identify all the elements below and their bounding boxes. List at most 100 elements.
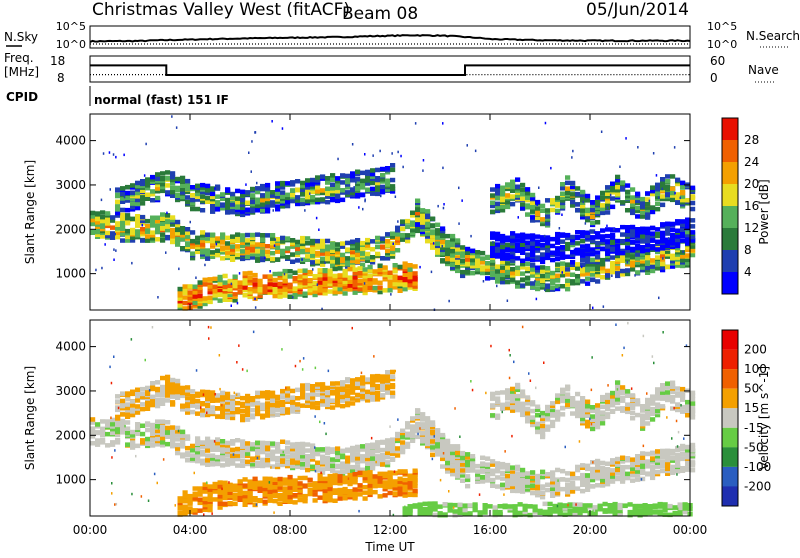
echo-cell (238, 280, 243, 285)
echo-cell (505, 236, 510, 241)
scatter-point (113, 259, 115, 262)
echo-cell (318, 495, 323, 500)
echo-cell (545, 472, 550, 477)
echo-cell (650, 269, 655, 274)
echo-cell (580, 190, 585, 195)
echo-cell (230, 454, 235, 459)
echo-cell (343, 476, 348, 481)
echo-cell (565, 246, 570, 251)
echo-cell (540, 484, 545, 489)
echo-cell (208, 508, 213, 513)
echo-cell (690, 460, 695, 465)
echo-cell (348, 280, 353, 285)
echo-cell (195, 207, 200, 212)
echo-cell (570, 481, 575, 486)
echo-cell (190, 230, 195, 235)
echo-cell (393, 492, 398, 497)
echo-cell (408, 263, 413, 268)
echo-cell (480, 456, 485, 461)
echo-cell (160, 212, 165, 217)
echo-cell (175, 186, 180, 191)
echo-cell (160, 222, 165, 227)
echo-cell (195, 236, 200, 241)
echo-cell (213, 277, 218, 282)
echo-cell (375, 168, 380, 173)
echo-cell (315, 392, 320, 397)
freq-unit-label: [MHz] (4, 65, 39, 79)
echo-cell (223, 280, 228, 285)
echo-cell (333, 499, 338, 504)
echo-cell (340, 453, 345, 458)
echo-cell (260, 198, 265, 203)
echo-cell (230, 448, 235, 453)
echo-cell (145, 224, 150, 229)
echo-cell (285, 460, 290, 465)
echo-cell (250, 187, 255, 192)
echo-cell (180, 404, 185, 409)
echo-cell (218, 275, 223, 280)
echo-cell (223, 481, 228, 486)
echo-cell (320, 382, 325, 387)
echo-cell (165, 170, 170, 175)
echo-cell (248, 271, 253, 276)
echo-cell (198, 486, 203, 491)
echo-cell (130, 445, 135, 450)
echo-cell (185, 392, 190, 397)
echo-cell (365, 462, 370, 467)
echo-cell (275, 462, 280, 467)
echo-cell (625, 232, 630, 237)
echo-cell (390, 391, 395, 396)
echo-cell (505, 280, 510, 285)
echo-cell (620, 232, 625, 237)
echo-cell (360, 444, 365, 449)
echo-cell (440, 464, 445, 469)
echo-cell (200, 194, 205, 199)
echo-cell (305, 182, 310, 187)
echo-cell (368, 274, 373, 279)
echo-cell (160, 419, 165, 424)
echo-cell (253, 289, 258, 294)
scatter-point (393, 243, 395, 246)
echo-cell (220, 245, 225, 250)
echo-cell (435, 449, 440, 454)
scatter-point (103, 152, 105, 155)
echo-cell (145, 238, 150, 243)
echo-cell (255, 198, 260, 203)
echo-cell (655, 458, 660, 463)
echo-cell (420, 416, 425, 421)
echo-cell (515, 238, 520, 243)
echo-cell (250, 456, 255, 461)
scatter-point (282, 127, 284, 130)
echo-cell (235, 401, 240, 406)
scatter-point (104, 243, 106, 246)
echo-cell (425, 209, 430, 214)
echo-cell (110, 231, 115, 236)
echo-cell (110, 235, 115, 240)
echo-cell (268, 494, 273, 499)
echo-cell (330, 398, 335, 403)
echo-cell (225, 458, 230, 463)
echo-cell (100, 419, 105, 424)
echo-cell (420, 225, 425, 230)
echo-cell (325, 244, 330, 249)
echo-cell (520, 277, 525, 282)
echo-cell (338, 478, 343, 483)
echo-cell (605, 269, 610, 274)
echo-cell (255, 232, 260, 237)
echo-cell (165, 183, 170, 188)
scatter-point (190, 221, 192, 224)
echo-cell (185, 241, 190, 246)
cpid-label: CPID (6, 90, 38, 104)
echo-cell (345, 456, 350, 461)
echo-cell (290, 452, 295, 457)
scatter-point (606, 225, 608, 228)
scatter-point (131, 262, 133, 265)
echo-cell (490, 469, 495, 474)
echo-cell (610, 196, 615, 201)
echo-cell (460, 451, 465, 456)
echo-cell (660, 460, 665, 465)
echo-cell (90, 230, 95, 235)
echo-cell (320, 188, 325, 193)
echo-cell (325, 187, 330, 192)
scatter-point (496, 285, 498, 288)
